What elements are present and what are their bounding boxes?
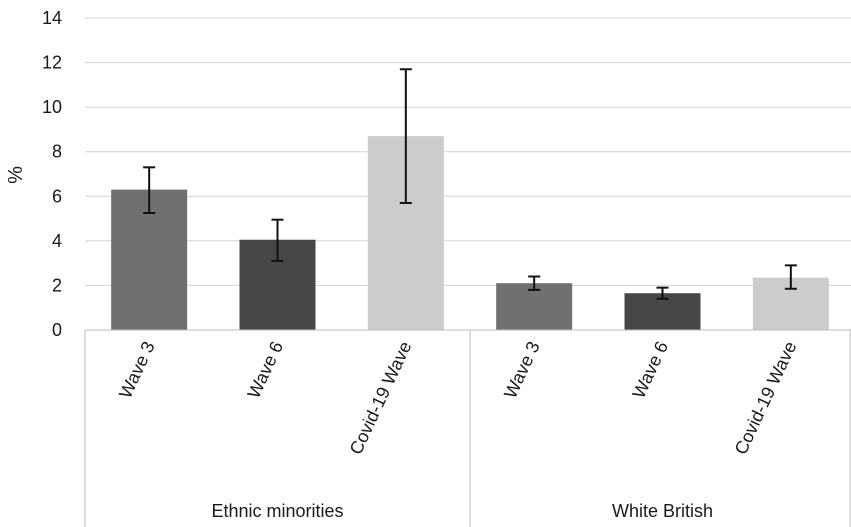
category-label: Wave 3 bbox=[115, 338, 159, 401]
y-tick-label: 14 bbox=[42, 8, 62, 28]
group-label: Ethnic minorities bbox=[211, 501, 343, 521]
category-labels: Wave 3 Wave 6 Covid-19 Wave Wave 3 Wave 6 Cov… bbox=[115, 338, 800, 457]
y-tick-label: 0 bbox=[52, 320, 62, 340]
y-tick-label: 8 bbox=[52, 142, 62, 162]
error-bars bbox=[143, 68, 797, 300]
y-axis-tick-labels: 0 2 4 6 8 10 12 14 bbox=[42, 8, 62, 340]
category-label: Wave 6 bbox=[628, 338, 672, 401]
gridlines bbox=[85, 17, 851, 331]
y-tick-label: 6 bbox=[52, 186, 62, 206]
y-tick-label: 2 bbox=[52, 275, 62, 295]
category-label: Wave 6 bbox=[243, 338, 287, 401]
y-tick-label: 10 bbox=[42, 97, 62, 117]
group-labels: Ethnic minorities White British bbox=[211, 501, 713, 521]
group-label: White British bbox=[612, 501, 713, 521]
category-label: Covid-19 Wave bbox=[346, 338, 416, 457]
category-label: Wave 3 bbox=[500, 338, 544, 401]
bar bbox=[496, 283, 573, 330]
y-tick-label: 4 bbox=[52, 231, 62, 251]
bars bbox=[111, 136, 829, 330]
y-tick-label: 12 bbox=[42, 53, 62, 73]
category-axis bbox=[84, 329, 851, 527]
y-axis-label: % bbox=[5, 166, 27, 184]
category-label: Covid-19 Wave bbox=[731, 338, 801, 457]
